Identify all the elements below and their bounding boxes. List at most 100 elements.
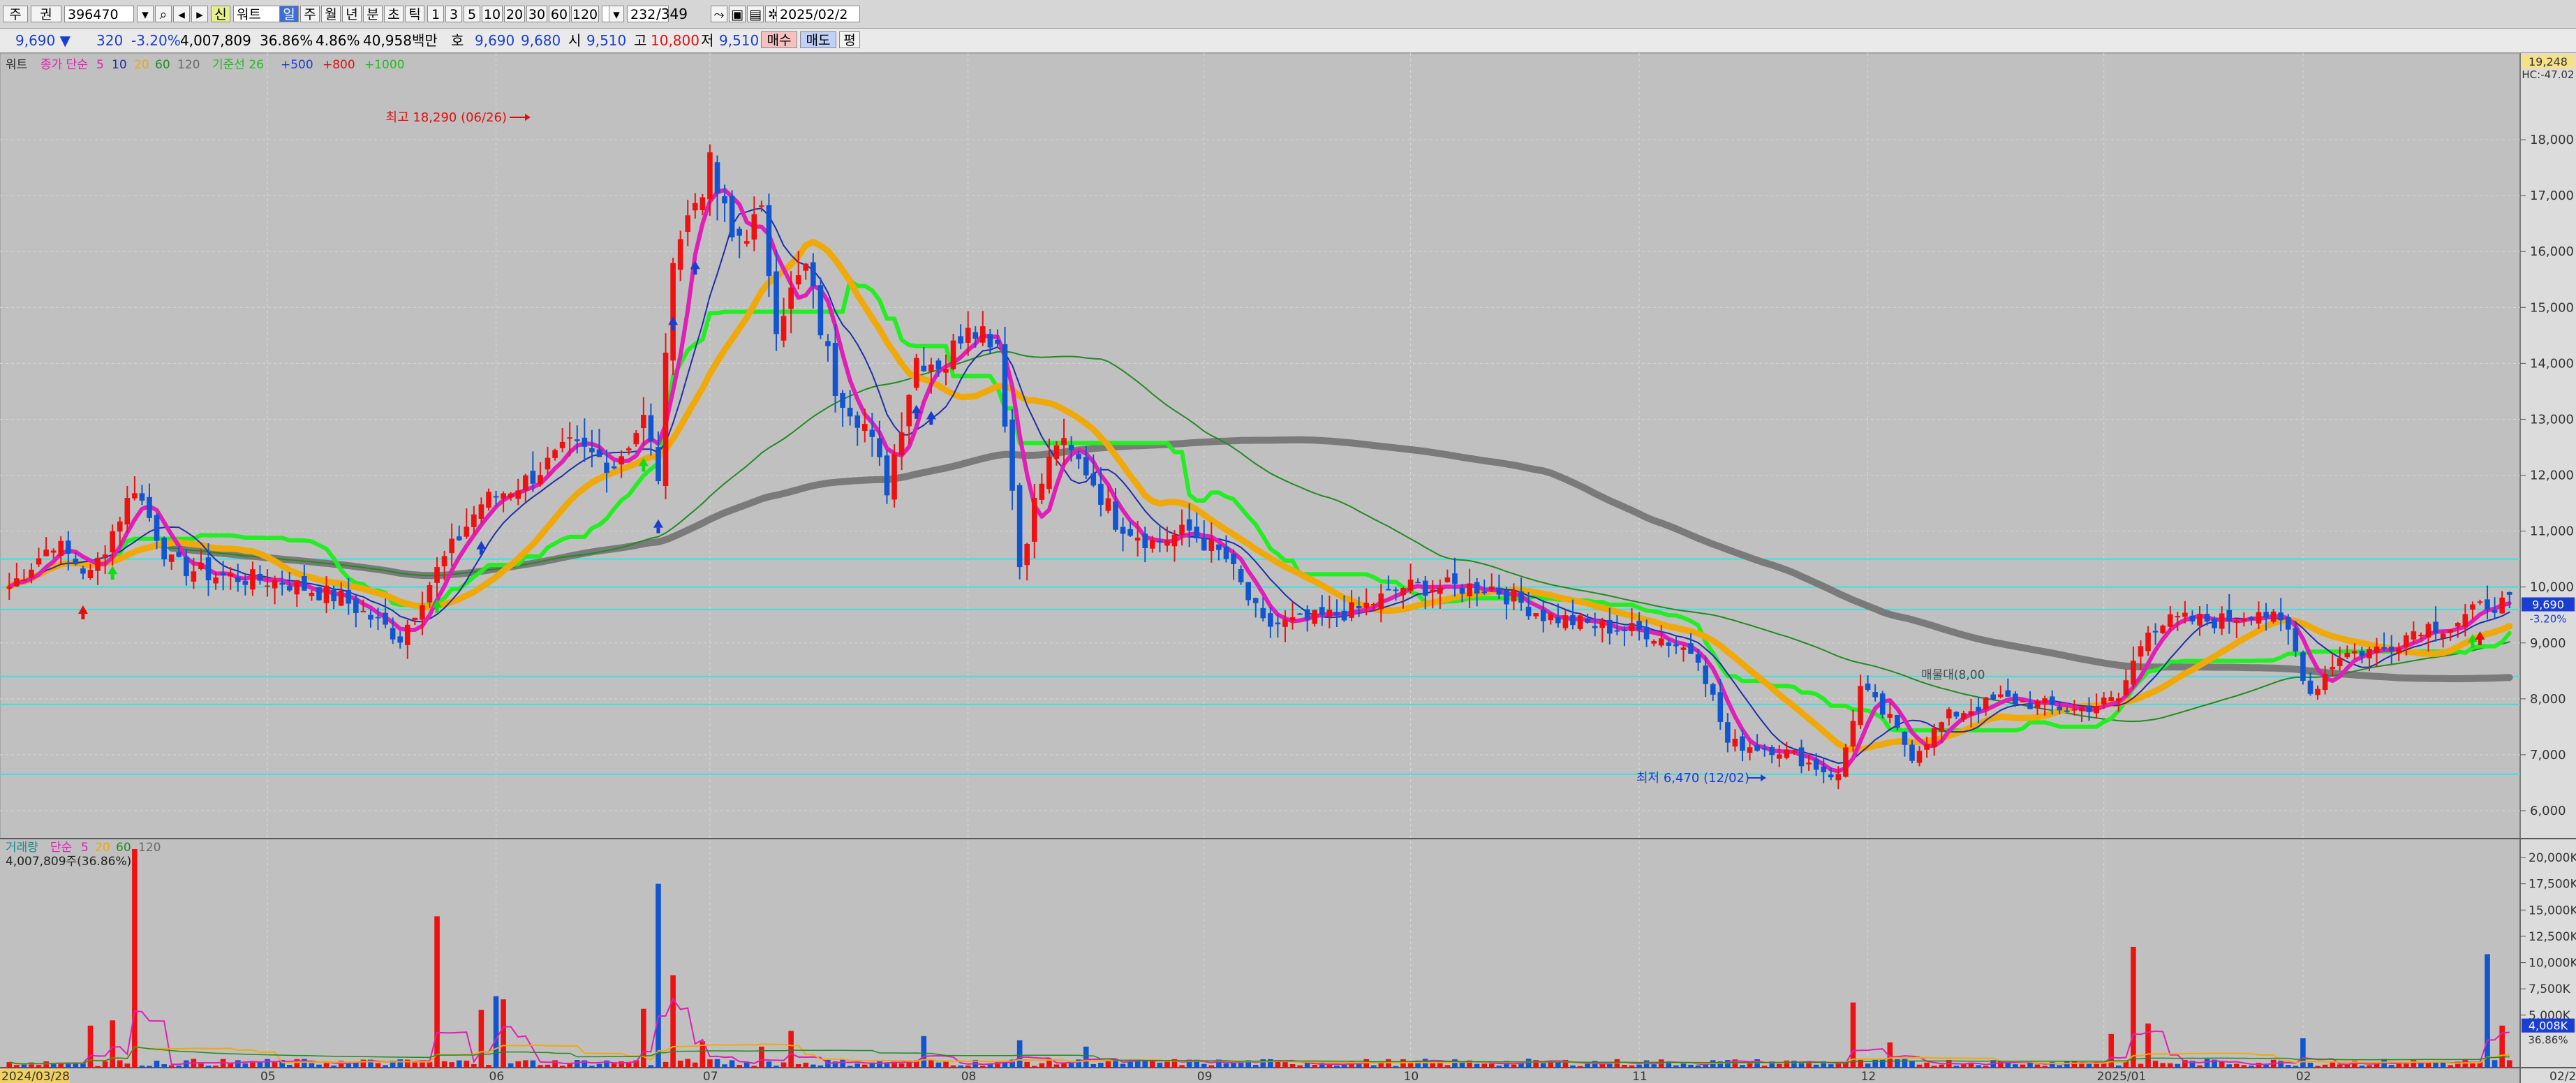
candle-body <box>2330 667 2335 670</box>
volume-bar <box>1127 1060 1133 1068</box>
save-icon[interactable]: ▤ <box>747 6 764 22</box>
volume-bar <box>1983 1066 1989 1068</box>
volume-bar <box>501 999 506 1068</box>
candle-body <box>1312 610 1318 624</box>
candle-body <box>1680 647 1687 650</box>
candle-body <box>2219 613 2225 629</box>
volume-bar <box>2344 1063 2351 1068</box>
interval-30[interactable]: 30 <box>526 6 547 22</box>
y-tick-label: 9,000 <box>2530 636 2566 651</box>
volume-bar <box>2145 1023 2151 1068</box>
date-input[interactable]: 2025/02/2 <box>776 6 860 22</box>
code-input[interactable]: 396470 <box>64 6 134 22</box>
volume-bar <box>891 1061 897 1068</box>
volume-bar <box>795 1064 801 1068</box>
prev-icon[interactable]: ◂ <box>173 6 190 22</box>
candle-body <box>1459 587 1465 594</box>
volume-bar <box>626 1063 632 1068</box>
volume-bar <box>1577 1066 1583 1068</box>
candle-body <box>147 496 152 518</box>
candle-body <box>2278 612 2284 621</box>
y-tick-label: 11,000 <box>2530 524 2574 539</box>
period-minute[interactable]: 분 <box>363 6 383 22</box>
search-icon[interactable]: ⌕ <box>155 6 172 22</box>
ma-line-5 <box>7 188 2512 774</box>
chart-tool-icon[interactable]: ⤳ <box>711 6 727 22</box>
candle-body <box>1113 501 1118 530</box>
next-icon[interactable]: ▸ <box>191 6 208 22</box>
volume-bar <box>817 1065 824 1068</box>
volume-bar <box>1319 1063 1325 1068</box>
volume-bar <box>1053 1064 1060 1068</box>
candle-body <box>508 493 514 498</box>
credit-badge[interactable]: 신 <box>211 6 230 22</box>
candle-body <box>1540 610 1546 621</box>
volume-bar <box>29 1062 34 1068</box>
candle-body <box>1688 643 1694 654</box>
period-week[interactable]: 주 <box>300 6 320 22</box>
volume-bar <box>1474 1063 1480 1068</box>
candle-body <box>1046 457 1052 489</box>
custom-interval-dropdown[interactable]: ▾ <box>609 6 624 22</box>
volume-bar <box>1924 1062 1930 1068</box>
volume-bar <box>1238 1063 1244 1068</box>
sell-button[interactable]: 매도 <box>800 31 836 48</box>
interval-10[interactable]: 10 <box>482 6 503 22</box>
period-second[interactable]: 초 <box>384 6 404 22</box>
candle-body <box>1068 445 1074 450</box>
volume-bar <box>648 1065 654 1068</box>
interval-5[interactable]: 5 <box>464 6 480 22</box>
volume-bar <box>1806 1061 1812 1068</box>
candle-body <box>1562 615 1569 628</box>
volume-bar <box>1268 1059 1273 1068</box>
candle-body <box>884 455 890 496</box>
volume-bar <box>1363 1059 1369 1068</box>
candle-body <box>1592 626 1598 628</box>
candle-body <box>2123 680 2129 695</box>
signal-arrow-stem <box>929 419 933 425</box>
volume-bar <box>1150 1061 1155 1068</box>
interval-20[interactable]: 20 <box>504 6 525 22</box>
period-tick[interactable]: 틱 <box>405 6 424 22</box>
volume-bar <box>2182 1060 2188 1068</box>
volume-bar <box>21 1064 27 1068</box>
volume-bar <box>2034 1064 2041 1068</box>
period-day[interactable]: 일 <box>279 6 299 22</box>
price-legend-ma10: 10 <box>112 58 127 72</box>
candle-body <box>21 580 27 582</box>
y-tick-label: 12,000 <box>2530 469 2574 483</box>
bar-count[interactable]: 232 <box>627 6 669 22</box>
candle-body <box>375 617 381 619</box>
interval-3[interactable]: 3 <box>445 6 462 22</box>
dropdown-button[interactable]: ▾ <box>137 6 154 22</box>
interval-120[interactable]: 120 <box>571 6 599 22</box>
candle-body <box>1585 619 1590 623</box>
candle-body <box>132 493 138 499</box>
candle-body <box>2367 649 2372 658</box>
misc-button[interactable]: 평 <box>839 31 860 48</box>
volume-bar <box>471 1063 477 1068</box>
volume-bar <box>1231 1061 1236 1068</box>
candle-body <box>1614 630 1620 632</box>
interval-1[interactable]: 1 <box>427 6 444 22</box>
candle-body <box>1223 547 1229 559</box>
market-select[interactable]: 주 <box>3 6 28 22</box>
period-month[interactable]: 월 <box>321 6 341 22</box>
candle-body <box>1363 603 1369 608</box>
candle-body <box>2433 621 2438 634</box>
volume-bar <box>2064 1061 2070 1068</box>
candle-body <box>773 271 779 334</box>
buy-button[interactable]: 매수 <box>761 31 797 48</box>
type-select[interactable]: 권 <box>31 6 61 22</box>
candle-body <box>1754 745 1760 751</box>
trade-amount: 40,958백만 <box>363 32 438 49</box>
interval-60[interactable]: 60 <box>549 6 570 22</box>
volume-bar <box>596 1063 602 1068</box>
candle-body <box>279 582 285 585</box>
lock-icon[interactable]: ▣ <box>729 6 746 22</box>
candle-body <box>1053 445 1060 459</box>
price-chart[interactable]: 18,000 17,000 16,000 15,000 14,000 13,000 12,0… <box>0 53 2576 1083</box>
volume-bar <box>1909 1061 1915 1068</box>
volume-bar <box>1813 1064 1819 1068</box>
period-year[interactable]: 년 <box>342 6 362 22</box>
